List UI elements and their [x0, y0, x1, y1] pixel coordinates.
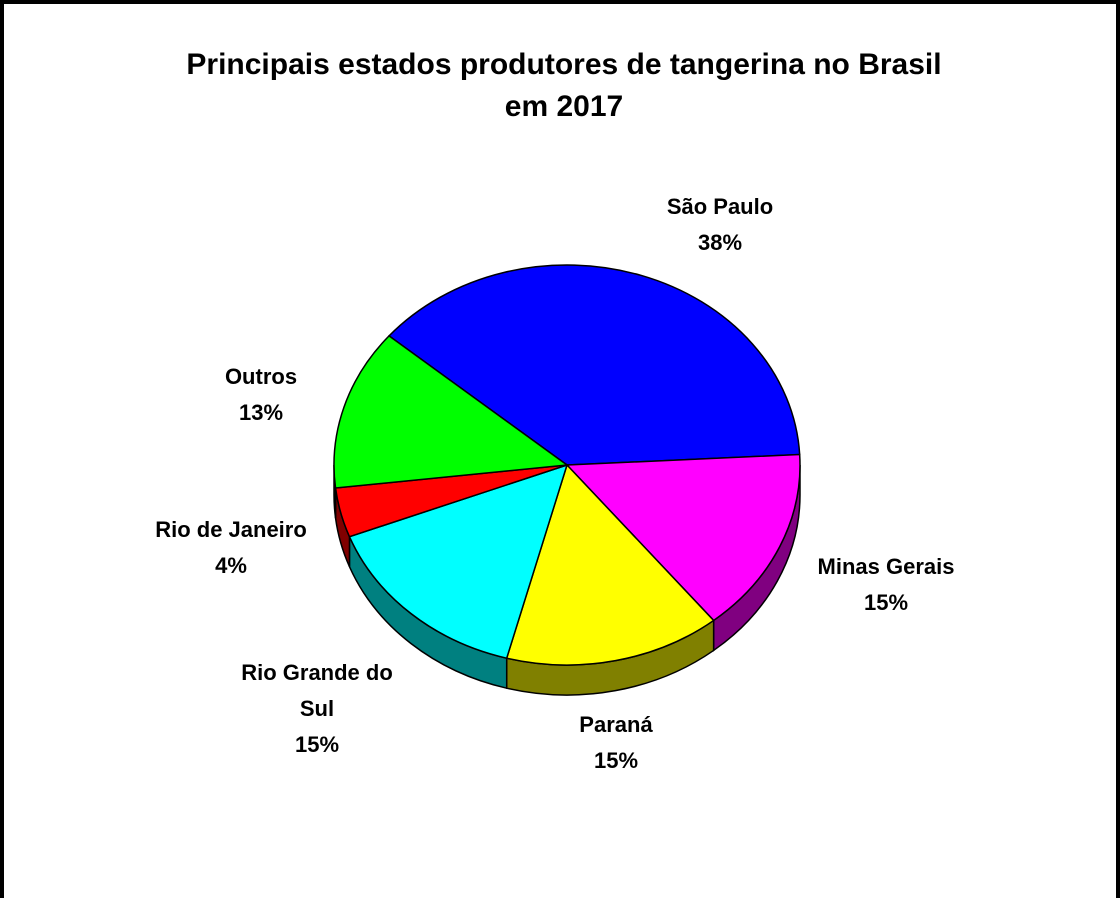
pie-slices — [333, 264, 801, 666]
slice-name-label-2: Paraná — [579, 712, 653, 737]
pie-slice-2 — [505, 463, 715, 666]
slice-name-label-1: Minas Gerais — [818, 554, 955, 579]
slice-value-label-2: 15% — [594, 748, 638, 773]
chart-title: Principais estados produtores de tangeri… — [4, 44, 1120, 128]
slice-value-label-5: 13% — [239, 400, 283, 425]
slice-name-label-4: Rio de Janeiro — [155, 517, 307, 542]
slice-name-label-3: Sul — [300, 696, 334, 721]
pie-slice-0 — [387, 264, 801, 466]
pie-slice-3 — [348, 463, 569, 660]
slice-value-label-0: 38% — [698, 230, 742, 255]
slice-value-label-4: 4% — [215, 553, 247, 578]
pie-slice-1 — [565, 453, 801, 622]
slice-value-label-1: 15% — [864, 590, 908, 615]
slice-name-label-5: Outros — [225, 364, 297, 389]
pie-slice-5 — [333, 334, 570, 489]
slice-name-label-3: Rio Grande do — [241, 660, 393, 685]
pie-labels: São Paulo 38% Minas Gerais 15% Paraná 15% Rio … — [155, 194, 954, 773]
chart-title-line-1: Principais estados produtores de tangeri… — [186, 48, 942, 81]
chart-title-line-2: em 2017 — [504, 90, 624, 123]
pie-chart: São Paulo 38% Minas Gerais 15% Paraná 15% Rio … — [155, 194, 954, 773]
slice-value-label-3: 15% — [295, 732, 339, 757]
slice-name-label-0: São Paulo — [667, 194, 773, 219]
